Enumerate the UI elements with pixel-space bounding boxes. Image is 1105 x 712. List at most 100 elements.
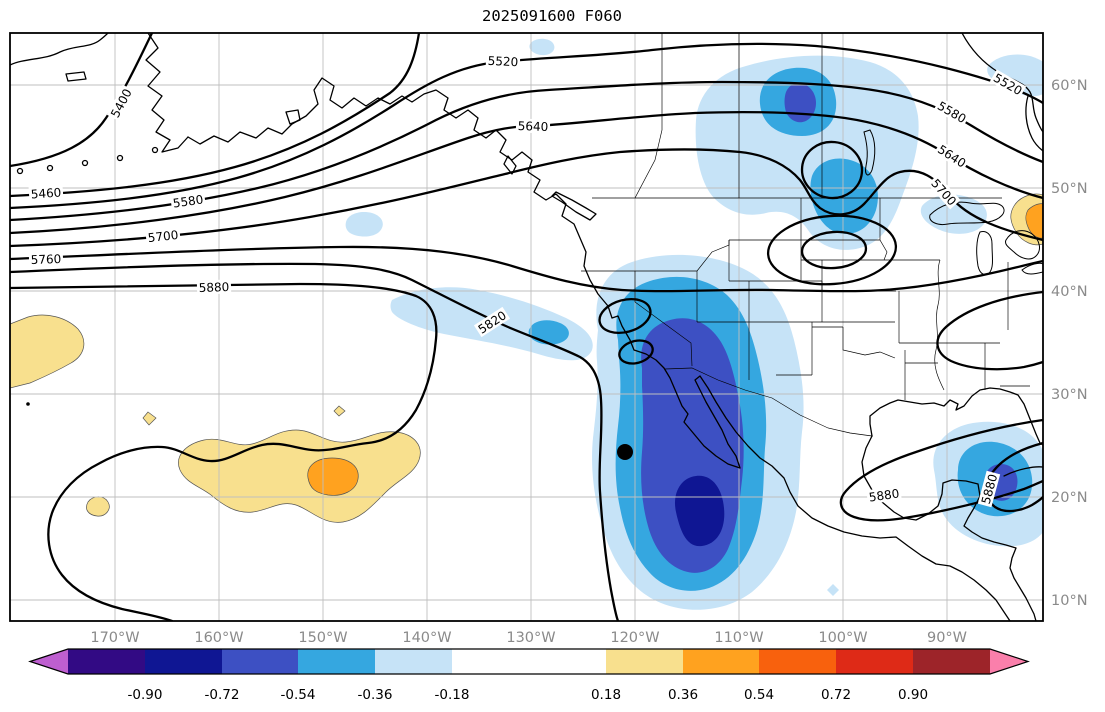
coastline-st-lawrence-island [65, 71, 87, 82]
contour-label: 5700 [145, 227, 181, 245]
lat-tick-label: 20°N [1051, 490, 1088, 506]
aleutian-island [151, 146, 159, 154]
colorbar-tick-label: 0.18 [591, 687, 621, 703]
colorbar-outline [28, 648, 1030, 675]
lon-tick-label: 130°W [506, 630, 555, 646]
neg-anomaly-l1-topright [987, 54, 1043, 97]
aleutian-island [16, 167, 24, 175]
colorbar-tick-labels: -0.90 -0.72 -0.54 -0.36 -0.18 0.18 0.36 … [128, 687, 929, 703]
svg-text:5460: 5460 [30, 185, 61, 201]
colorbar-tick-label: -0.36 [358, 687, 393, 703]
svg-text:5640: 5640 [935, 142, 968, 170]
coastlines [10, 33, 1043, 621]
border-southeast-states [899, 342, 1030, 400]
lon-tick-label: 90°W [927, 630, 967, 646]
contour-5400 [10, 33, 154, 168]
colorbar-segment [913, 649, 990, 674]
coastline-hudson-bay [961, 33, 1043, 133]
coastline-chukotka [10, 33, 109, 66]
colorbar-tick-label: -0.90 [128, 687, 163, 703]
border-montana-dakotas [800, 198, 884, 291]
coastline-vancouver-island [551, 191, 597, 221]
contour-5820-east [936, 290, 1043, 371]
colorbar-left-arrow [30, 649, 68, 674]
svg-text:5760: 5760 [31, 252, 62, 267]
aleutian-island [81, 159, 89, 167]
border-minnesota [879, 198, 888, 261]
border-newmexico-texas [776, 322, 813, 376]
border-montana-idaho [696, 240, 730, 272]
border-us-mexico [664, 367, 873, 437]
contour-5820-closed-low-b [618, 339, 654, 365]
lon-tick-label: 150°W [298, 630, 347, 646]
colorbar-tick-label: -0.72 [205, 687, 240, 703]
aleutian-island [116, 154, 124, 162]
lon-tick-label: 160°W [194, 630, 243, 646]
contour-label: 5640 [515, 118, 551, 134]
contour-label: 5880 [196, 279, 232, 295]
svg-text:5700: 5700 [147, 228, 179, 245]
colorbar-tick-label: -0.54 [281, 687, 316, 703]
contour-label: 5400 [106, 84, 136, 122]
pos-anomaly-l1-speck-b [333, 405, 346, 417]
contour-label: 5460 [28, 184, 64, 202]
contour-label: 5880 [866, 485, 902, 505]
neg-anomaly-l4-core [674, 475, 725, 547]
colorbar-segment [145, 649, 222, 674]
contour-label: 5520 [485, 53, 521, 70]
contour-closed-low-plains-inner [800, 230, 868, 270]
lon-tick-label: 100°W [818, 630, 867, 646]
coastline-north-america-pacific [187, 77, 1011, 621]
colorbar-segment [222, 649, 298, 674]
lon-tick-label: 170°W [90, 630, 139, 646]
location-marker [617, 444, 633, 460]
height-contours [10, 33, 1043, 621]
contour-5880-west [10, 282, 438, 621]
colorbar-tick-label: 0.36 [668, 687, 698, 703]
anomaly-shading-negative [345, 38, 1043, 610]
svg-text:5580: 5580 [172, 192, 204, 210]
neg-anomaly-l1-spot-a [345, 212, 383, 237]
lon-tick-label: 120°W [610, 630, 659, 646]
chart-title: 2025091600 F060 [482, 7, 622, 25]
colorbar-tick-label: 0.72 [821, 687, 851, 703]
pos-anomaly-l2-east-canada-core [1025, 203, 1043, 239]
contour-5760 [10, 245, 1043, 293]
svg-text:5400: 5400 [108, 86, 135, 120]
lake-huron [1005, 230, 1040, 260]
lat-tick-label: 50°N [1051, 181, 1088, 197]
colorbar-segment [375, 649, 452, 674]
pos-anomaly-l1-speck-a [142, 411, 157, 426]
svg-text:5520: 5520 [487, 54, 518, 70]
border-wyoming [728, 239, 802, 282]
coastline-kodiak-island [285, 109, 301, 125]
longitude-tick-labels: 170°W 160°W 150°W 140°W 130°W 120°W 110°… [90, 630, 967, 646]
svg-text:5640: 5640 [517, 119, 548, 134]
lake-winnipeg [863, 129, 876, 176]
contour-label: 5760 [28, 251, 64, 267]
colorbar-tick-label: 0.90 [898, 687, 928, 703]
lat-tick-label: 40°N [1051, 284, 1088, 300]
contour-5460 [10, 33, 421, 198]
border-oklahoma-texas [812, 326, 896, 359]
contour-closed-low-canada [800, 140, 864, 200]
lon-tick-label: 140°W [402, 630, 451, 646]
contour-label: 5640 [933, 140, 971, 172]
colorbar-segment [836, 649, 913, 674]
contour-label: 5580 [170, 191, 206, 211]
colorbar-tick-label: 0.54 [744, 687, 774, 703]
lake-erie [1021, 262, 1043, 275]
colorbar: -0.90 -0.72 -0.54 -0.36 -0.18 0.18 0.36 … [28, 648, 1030, 703]
colorbar-segment [683, 649, 759, 674]
map-frame [9, 32, 1044, 622]
border-mississippi-river [934, 259, 945, 391]
latitude-tick-labels: 60°N 50°N 40°N 30°N 20°N 10°N [1051, 78, 1088, 609]
coastline-gulf-us [869, 387, 1043, 446]
lat-tick-label: 60°N [1051, 78, 1088, 94]
coastline-alaska-west [145, 33, 189, 153]
colorbar-segment [68, 649, 145, 674]
pos-anomaly-l2-pacific-core [307, 457, 359, 496]
neg-anomaly-l1-spot-b [529, 38, 555, 56]
aleutian-island [46, 164, 54, 172]
